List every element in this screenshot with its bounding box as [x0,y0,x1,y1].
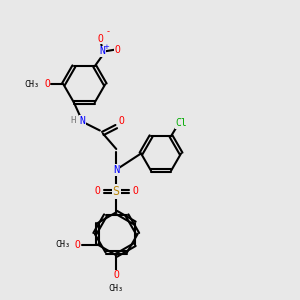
Text: CH₃: CH₃ [109,284,124,292]
Text: O: O [114,45,120,55]
Text: O: O [113,270,119,280]
Text: N: N [80,116,86,126]
Text: N: N [113,165,119,175]
Text: H: H [70,116,76,125]
Text: CH₃: CH₃ [55,240,70,249]
Text: O: O [132,186,138,197]
Text: O: O [98,34,104,44]
Text: O: O [75,239,81,250]
Text: -: - [106,27,109,36]
Text: O: O [118,116,124,126]
Text: S: S [113,185,120,198]
Text: N: N [99,46,105,56]
Text: CH₃: CH₃ [24,80,39,89]
Text: O: O [94,186,100,197]
Text: O: O [44,79,50,89]
Text: +: + [103,44,109,50]
Text: Cl: Cl [175,118,187,128]
